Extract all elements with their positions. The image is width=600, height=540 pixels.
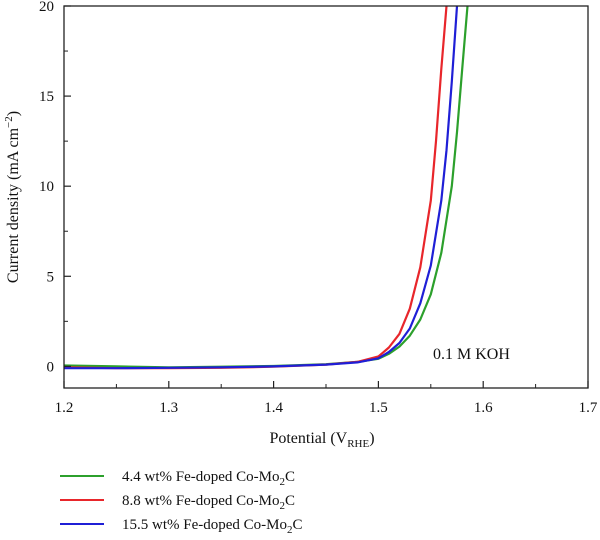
x-tick-label: 1.5 — [369, 400, 388, 416]
y-tick-label: 5 — [47, 269, 55, 285]
y-tick-label: 10 — [39, 179, 54, 195]
x-tick-label: 1.3 — [159, 400, 178, 416]
y-tick-label: 15 — [39, 89, 54, 105]
legend: 4.4 wt% Fe-doped Co-Mo2C 8.8 wt% Fe-doped… — [60, 469, 303, 536]
y-tick-label: 0 — [47, 359, 55, 375]
series-layer — [64, 6, 469, 370]
x-tick-label: 1.2 — [55, 400, 74, 416]
series-line-2 — [64, 6, 448, 370]
ticks-layer: 1.2 1.3 1.4 1.5 1.6 1.7 0 5 10 15 20 — [39, 0, 598, 416]
x-axis-title: Potential (VRHE) — [269, 430, 374, 450]
x-tick-label: 1.7 — [579, 400, 598, 416]
plot-frame — [63, 5, 589, 389]
y-tick-label: 20 — [39, 0, 54, 15]
electrolyte-annotation: 0.1 M KOH — [433, 346, 510, 363]
series-line-3 — [64, 6, 459, 370]
x-tick-label: 1.4 — [264, 400, 283, 416]
legend-label-3: 15.5 wt% Fe-doped Co-Mo2C — [122, 517, 303, 536]
y-axis-title: Current density (mA cm−2) — [3, 111, 22, 283]
legend-label-2: 8.8 wt% Fe-doped Co-Mo2C — [122, 493, 295, 512]
x-tick-label: 1.6 — [474, 400, 493, 416]
legend-label-1: 4.4 wt% Fe-doped Co-Mo2C — [122, 469, 295, 488]
